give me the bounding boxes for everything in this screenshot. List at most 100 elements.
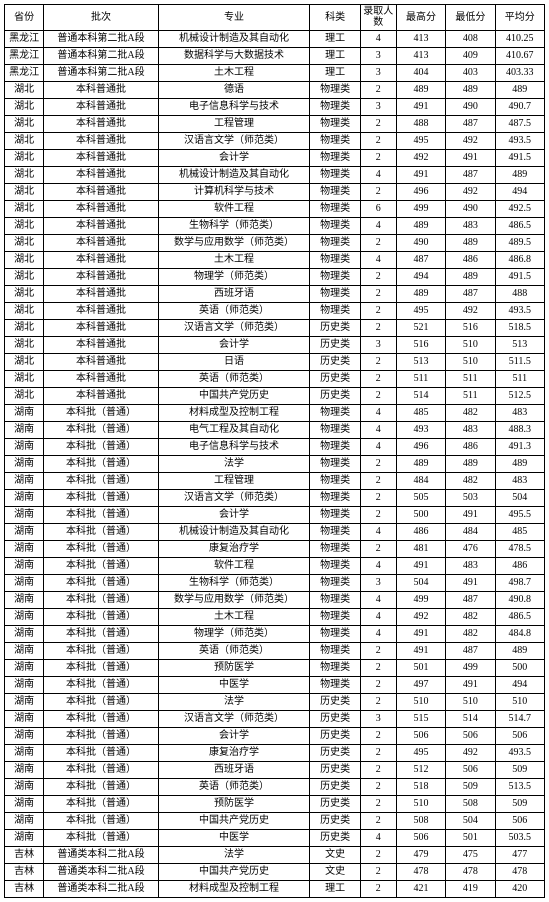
table-row: 湖南本科批（普通）康复治疗学历史类2495492493.5: [5, 745, 545, 762]
table-cell: 504: [396, 575, 445, 592]
table-cell: 物理类: [310, 422, 361, 439]
table-cell: 物理类: [310, 456, 361, 473]
table-cell: 491: [446, 150, 495, 167]
table-cell: 软件工程: [158, 201, 310, 218]
table-cell: 495: [396, 133, 445, 150]
table-cell: 吉林: [5, 864, 44, 881]
table-cell: 本科批（普通）: [44, 626, 159, 643]
table-cell: 2: [360, 133, 396, 150]
table-cell: 495: [396, 303, 445, 320]
table-cell: 482: [446, 473, 495, 490]
table-cell: 物理类: [310, 541, 361, 558]
table-row: 湖南本科批（普通）数学与应用数学（师范类）物理类4499487490.8: [5, 592, 545, 609]
table-cell: 本科批（普通）: [44, 609, 159, 626]
table-cell: 历史类: [310, 745, 361, 762]
table-cell: 物理类: [310, 524, 361, 541]
table-cell: 物理类: [310, 235, 361, 252]
table-cell: 488: [495, 286, 544, 303]
table-cell: 2: [360, 745, 396, 762]
table-cell: 510: [446, 337, 495, 354]
table-row: 湖南本科批（普通）中医学历史类4506501503.5: [5, 830, 545, 847]
table-cell: 500: [495, 660, 544, 677]
table-row: 湖北本科普通批工程管理物理类2488487487.5: [5, 116, 545, 133]
table-cell: 本科批（普通）: [44, 422, 159, 439]
table-header: 省份 批次 专业 科类 录取人数 最高分 最低分 平均分: [5, 5, 545, 31]
table-cell: 日语: [158, 354, 310, 371]
table-cell: 491: [446, 507, 495, 524]
table-cell: 3: [360, 65, 396, 82]
table-cell: 湖北: [5, 201, 44, 218]
table-cell: 486.5: [495, 609, 544, 626]
table-cell: 物理类: [310, 286, 361, 303]
table-cell: 491: [446, 677, 495, 694]
table-cell: 湖北: [5, 82, 44, 99]
table-cell: 413: [396, 31, 445, 48]
table-cell: 机械设计制造及其自动化: [158, 167, 310, 184]
table-cell: 普通本科第二批A段: [44, 65, 159, 82]
table-cell: 物理类: [310, 592, 361, 609]
table-cell: 黑龙江: [5, 65, 44, 82]
table-cell: 电子信息科学与技术: [158, 439, 310, 456]
table-cell: 4: [360, 422, 396, 439]
table-cell: 489: [495, 643, 544, 660]
table-row: 吉林普通类本科二批A段法学文史2479475477: [5, 847, 545, 864]
table-row: 湖南本科批（普通）西班牙语历史类2512506509: [5, 762, 545, 779]
table-cell: 496: [396, 184, 445, 201]
table-cell: 490: [446, 201, 495, 218]
table-cell: 404: [396, 65, 445, 82]
table-cell: 504: [495, 490, 544, 507]
table-cell: 会计学: [158, 337, 310, 354]
table-cell: 486.8: [495, 252, 544, 269]
table-cell: 3: [360, 337, 396, 354]
table-cell: 491: [396, 167, 445, 184]
table-cell: 物理类: [310, 218, 361, 235]
table-cell: 2: [360, 320, 396, 337]
table-cell: 478: [396, 864, 445, 881]
table-cell: 本科批（普通）: [44, 575, 159, 592]
table-cell: 湖南: [5, 728, 44, 745]
table-cell: 487: [446, 643, 495, 660]
table-cell: 湖北: [5, 133, 44, 150]
table-cell: 历史类: [310, 830, 361, 847]
table-cell: 518: [396, 779, 445, 796]
table-cell: 483: [446, 422, 495, 439]
col-avg-score: 平均分: [495, 5, 544, 31]
table-cell: 516: [396, 337, 445, 354]
table-cell: 英语（师范类）: [158, 643, 310, 660]
table-cell: 普通本科第二批A段: [44, 31, 159, 48]
table-cell: 489: [446, 82, 495, 99]
table-cell: 486: [446, 439, 495, 456]
table-cell: 德语: [158, 82, 310, 99]
table-cell: 4: [360, 439, 396, 456]
table-cell: 503: [446, 490, 495, 507]
table-cell: 2: [360, 728, 396, 745]
table-cell: 黑龙江: [5, 48, 44, 65]
table-cell: 湖南: [5, 643, 44, 660]
table-cell: 本科批（普通）: [44, 558, 159, 575]
table-cell: 2: [360, 82, 396, 99]
table-cell: 6: [360, 201, 396, 218]
table-cell: 中医学: [158, 830, 310, 847]
table-cell: 湖北: [5, 116, 44, 133]
table-cell: 506: [446, 728, 495, 745]
table-cell: 4: [360, 252, 396, 269]
admission-data-table: 省份 批次 专业 科类 录取人数 最高分 最低分 平均分 黑龙江普通本科第二批A…: [4, 4, 545, 898]
table-cell: 488: [396, 116, 445, 133]
table-cell: 2: [360, 473, 396, 490]
table-cell: 本科批（普通）: [44, 405, 159, 422]
table-cell: 湖南: [5, 575, 44, 592]
table-cell: 486: [396, 524, 445, 541]
table-cell: 普通本科第二批A段: [44, 48, 159, 65]
table-cell: 485: [495, 524, 544, 541]
table-cell: 492: [396, 609, 445, 626]
table-cell: 410.67: [495, 48, 544, 65]
table-cell: 2: [360, 235, 396, 252]
table-cell: 481: [396, 541, 445, 558]
table-cell: 湖北: [5, 286, 44, 303]
table-cell: 文史: [310, 847, 361, 864]
table-cell: 4: [360, 609, 396, 626]
table-cell: 材料成型及控制工程: [158, 881, 310, 898]
col-min-score: 最低分: [446, 5, 495, 31]
table-cell: 物理类: [310, 575, 361, 592]
table-row: 湖南本科批（普通）材料成型及控制工程物理类4485482483: [5, 405, 545, 422]
